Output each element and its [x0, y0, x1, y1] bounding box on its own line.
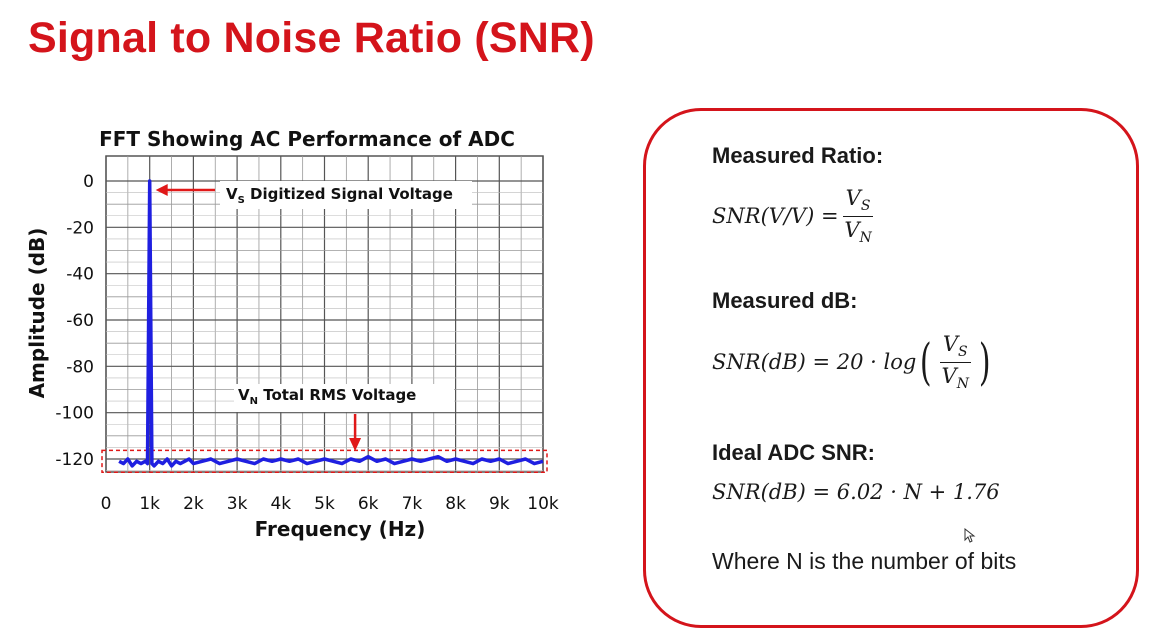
- x-tick-label: 4k: [270, 494, 291, 514]
- measured-db-heading: Measured dB:: [712, 288, 858, 313]
- signal-arrow-head: [155, 184, 168, 196]
- x-tick-label: 9k: [489, 494, 510, 514]
- x-tick-label: 10k: [527, 494, 559, 514]
- noise-floor-band: [101, 449, 548, 474]
- eq1-den-v: V: [844, 218, 860, 242]
- y-tick-label: -80: [66, 357, 94, 377]
- noise-label: VN Total RMS Voltage: [238, 386, 416, 407]
- noise-label-box: [234, 384, 454, 412]
- bits-note: Where N is the number of bits: [712, 548, 1017, 574]
- eq1-lhs: SNR(V/V) =: [712, 204, 839, 228]
- fft-series-line: [118, 179, 544, 468]
- signal-annotation: VS Digitized Signal Voltage: [155, 181, 472, 209]
- fft-chart: FFT Showing AC Performance of ADC 0 -20 -4…: [25, 127, 559, 541]
- y-tick-label: -100: [55, 404, 94, 424]
- eq1-fraction: VS VN: [842, 186, 874, 246]
- x-tick-label: 5k: [314, 494, 335, 514]
- eq2-den-v: V: [941, 364, 957, 388]
- x-tick-label: 0: [101, 494, 112, 514]
- eq2-lhs: SNR(dB) = 20 · log: [712, 350, 917, 374]
- formula-panel: [643, 108, 1139, 628]
- eq2-open-paren: (: [920, 333, 932, 391]
- equation-ideal: SNR(dB) = 6.02 · N + 1.76: [712, 480, 1000, 504]
- x-tick-label: 3k: [227, 494, 248, 514]
- measured-ratio-heading: Measured Ratio:: [712, 143, 884, 168]
- ideal-snr-heading: Ideal ADC SNR:: [712, 440, 875, 465]
- y-tick-label: -40: [66, 265, 94, 285]
- x-tick-label: 8k: [445, 494, 466, 514]
- equation-db: SNR(dB) = 20 · log ( VS VN ): [712, 332, 994, 392]
- eq2-den-sub: N: [956, 376, 969, 392]
- chart-title: FFT Showing AC Performance of ADC: [99, 127, 515, 151]
- mouse-pointer-icon: [964, 528, 976, 543]
- eq1-num-sub: S: [860, 198, 871, 214]
- noise-arrow-head: [349, 438, 362, 451]
- x-tick-label: 1k: [139, 494, 160, 514]
- y-tick-label: 0: [83, 172, 94, 192]
- y-tick-label: -60: [66, 311, 94, 331]
- y-axis-label: Amplitude (dB): [25, 228, 49, 399]
- x-axis-label: Frequency (Hz): [255, 517, 426, 541]
- x-tick-label: 2k: [183, 494, 204, 514]
- eq1-num-v: V: [845, 186, 861, 210]
- eq2-fraction: VS VN: [939, 332, 971, 392]
- equation-ratio: SNR(V/V) = VS VN: [712, 186, 877, 246]
- eq2-num-sub: S: [958, 344, 968, 360]
- signal-label: VS Digitized Signal Voltage: [226, 185, 453, 206]
- x-tick-label: 6k: [358, 494, 379, 514]
- y-tick-labels: 0 -20 -40 -60 -80 -100 -120: [55, 172, 94, 470]
- x-tick-labels: 0 1k 2k 3k 4k 5k 6k 7k 8k 9k 10k: [101, 494, 559, 514]
- eq1-den-sub: N: [859, 230, 872, 246]
- eq3-text: SNR(dB) = 6.02 · N + 1.76: [712, 480, 1000, 504]
- y-tick-label: -20: [66, 218, 94, 238]
- eq2-num-v: V: [942, 332, 959, 356]
- y-tick-label: -120: [55, 450, 94, 470]
- slide-title: Signal to Noise Ratio (SNR): [28, 14, 595, 62]
- eq2-close-paren: ): [978, 333, 991, 391]
- signal-label-box: [220, 181, 472, 209]
- noise-annotation: VN Total RMS Voltage: [234, 384, 454, 451]
- x-tick-label: 7k: [402, 494, 423, 514]
